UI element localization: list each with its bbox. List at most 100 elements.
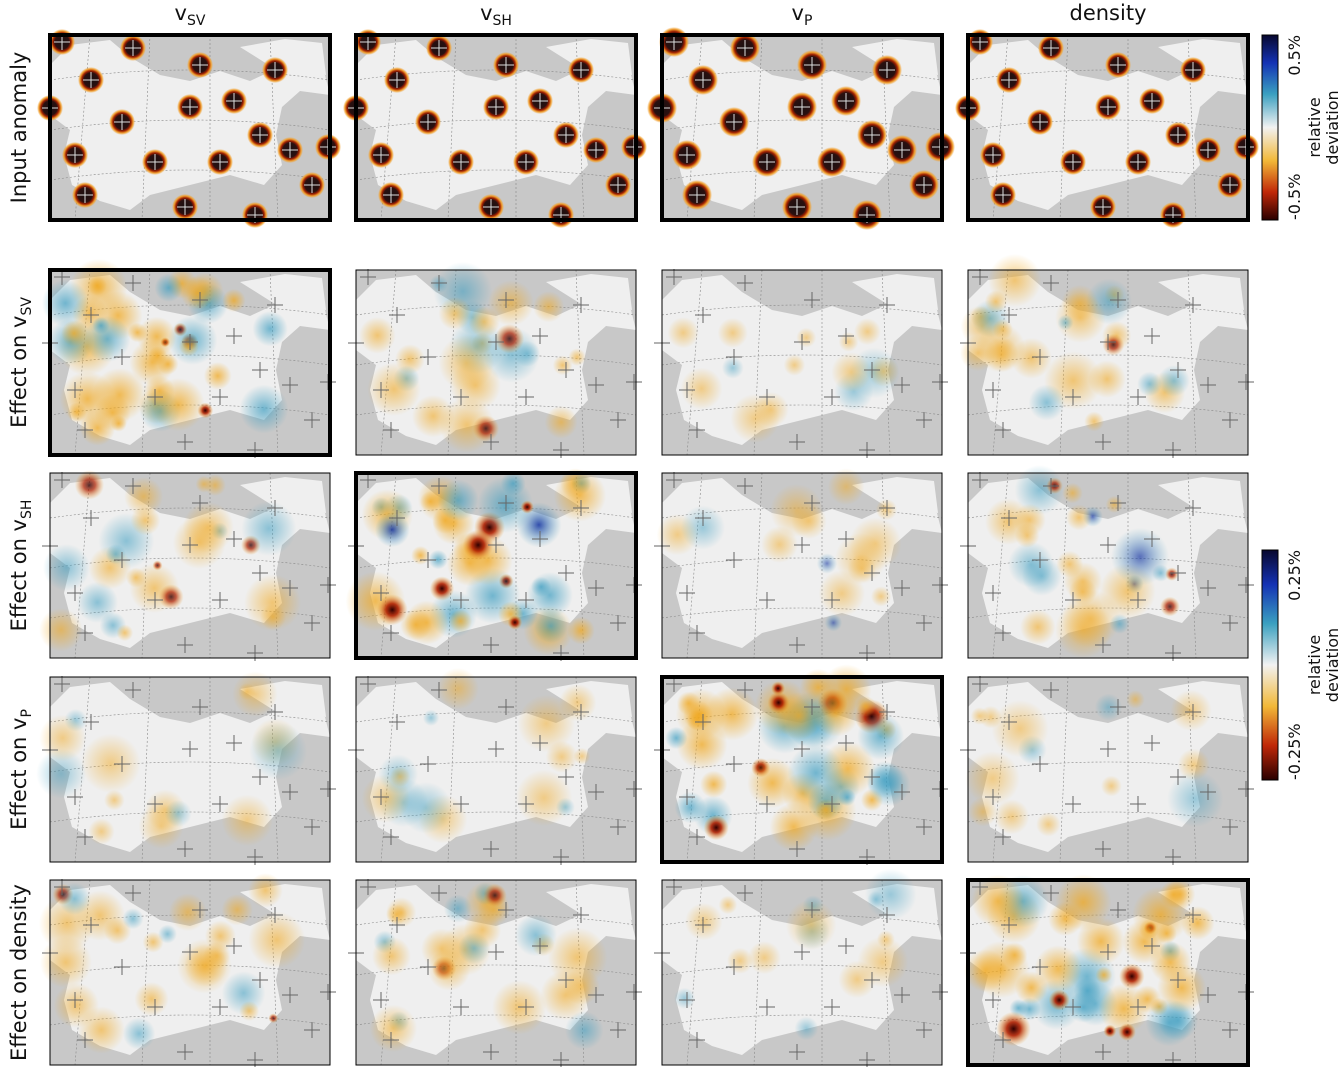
anomaly-blob xyxy=(824,614,843,632)
map-panel xyxy=(654,468,948,661)
anomaly-blob xyxy=(747,757,798,809)
grid-cross xyxy=(573,297,589,313)
anomaly-blob xyxy=(142,931,164,953)
row-title-sub: P xyxy=(19,709,35,717)
grid-cross xyxy=(695,307,711,323)
grid-cross xyxy=(1238,781,1254,797)
grid-cross xyxy=(573,500,589,516)
grid-cross xyxy=(282,142,298,158)
grid-cross xyxy=(864,769,880,785)
anomaly-blob xyxy=(1138,919,1160,940)
grid-cross xyxy=(864,972,880,988)
anomaly-blob xyxy=(244,574,301,632)
column-title-sub: P xyxy=(804,13,812,29)
grid-cross xyxy=(916,412,932,428)
grid-cross xyxy=(488,537,504,553)
grid-cross xyxy=(794,99,810,115)
grid-cross xyxy=(588,784,604,800)
grid-cross xyxy=(1110,902,1126,918)
anomaly-blob xyxy=(438,335,495,391)
anomaly-blob xyxy=(41,279,89,327)
grid-cross xyxy=(626,374,642,390)
grid-cross xyxy=(373,585,389,601)
grid-cross xyxy=(267,704,283,720)
grid-cross xyxy=(282,580,298,596)
grid-cross xyxy=(383,625,399,641)
anomaly-blob xyxy=(1156,923,1177,944)
grid-cross xyxy=(282,784,298,800)
anomaly-blob xyxy=(422,709,440,726)
panel-frame xyxy=(661,472,943,659)
map-panel xyxy=(654,868,948,1068)
grid-cross xyxy=(558,362,574,378)
grid-cross xyxy=(894,580,910,596)
grid-cross xyxy=(1001,307,1017,323)
grid-cross xyxy=(420,552,436,568)
grid-cross xyxy=(431,478,447,494)
grid-cross xyxy=(1100,944,1116,960)
anomaly-blob xyxy=(438,296,472,331)
colorbar xyxy=(1261,34,1279,221)
anomaly-blob xyxy=(976,323,1026,373)
grid-cross xyxy=(1001,510,1017,526)
grid-cross xyxy=(498,57,514,73)
anomaly-blob xyxy=(221,794,273,847)
anomaly-blob xyxy=(868,356,899,387)
anomaly-blob xyxy=(1048,989,1070,1011)
map-panel xyxy=(960,676,1254,865)
anomaly-blob xyxy=(827,468,865,506)
anomaly-blob xyxy=(703,814,729,841)
grid-cross xyxy=(824,592,840,608)
anomaly-blob xyxy=(428,549,448,570)
grid-cross xyxy=(453,999,469,1015)
anomaly-blob xyxy=(1055,874,1112,931)
panel-frame xyxy=(48,268,332,457)
grid-cross xyxy=(532,938,548,954)
map-panel xyxy=(654,269,948,458)
grid-cross xyxy=(1043,682,1059,698)
anomaly-blob xyxy=(110,415,127,432)
grid-cross xyxy=(67,992,83,1008)
grid-cross xyxy=(1130,389,1146,405)
anomaly-blob xyxy=(76,581,119,623)
anomaly-blob xyxy=(1036,812,1061,837)
anomaly-blob xyxy=(249,722,308,781)
anomaly-blob xyxy=(753,391,789,428)
grid-cross xyxy=(726,756,742,772)
panel-frame xyxy=(660,33,944,222)
grid-cross xyxy=(1100,741,1116,757)
grid-cross xyxy=(1110,495,1126,511)
grid-cross xyxy=(177,637,193,653)
grid-cross xyxy=(1043,275,1059,291)
panel-frame xyxy=(354,33,638,222)
grid-cross xyxy=(147,999,163,1015)
grid-cross xyxy=(431,275,447,291)
anomaly-blob xyxy=(427,948,471,991)
grid-cross xyxy=(383,187,399,203)
anomaly-blob xyxy=(769,802,818,852)
grid-cross xyxy=(1170,362,1186,378)
anomaly-blob xyxy=(1157,963,1207,1013)
anomaly-blob xyxy=(472,415,500,442)
grid-cross xyxy=(1110,57,1126,73)
anomaly-blob xyxy=(991,700,1049,758)
grid-cross xyxy=(488,334,504,350)
anomaly-blob xyxy=(761,526,798,563)
grid-cross xyxy=(558,972,574,988)
grid-cross xyxy=(54,676,70,692)
grid-cross xyxy=(558,565,574,581)
grid-cross xyxy=(864,565,880,581)
grid-cross xyxy=(226,531,242,547)
grid-cross xyxy=(77,829,93,845)
grid-cross xyxy=(182,334,198,350)
colorbar xyxy=(1261,549,1279,781)
grid-cross xyxy=(679,147,695,163)
grid-cross xyxy=(737,40,753,56)
grid-cross xyxy=(794,537,810,553)
grid-cross xyxy=(1095,434,1111,450)
anomaly-blob xyxy=(222,288,246,313)
anomaly-blob xyxy=(791,503,827,539)
anomaly-blob xyxy=(555,797,575,817)
grid-cross xyxy=(1095,841,1111,857)
anomaly-blob xyxy=(268,1013,279,1024)
